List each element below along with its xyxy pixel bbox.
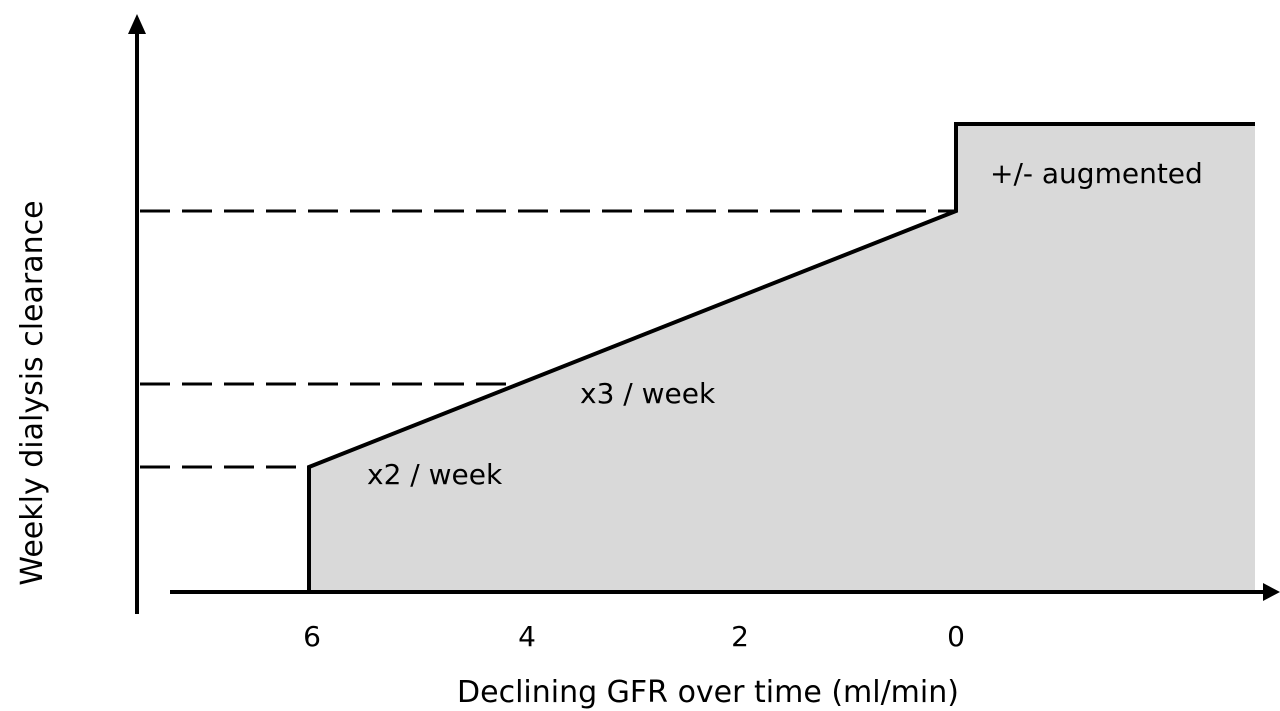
clearance-area: [309, 124, 1255, 590]
x-tick-label-2: 2: [731, 620, 749, 653]
x-tick-label-4: 4: [518, 620, 536, 653]
region-label-thrice-weekly: x3 / week: [580, 377, 716, 410]
region-label-twice-weekly: x2 / week: [367, 458, 503, 491]
x-axis-arrowhead: [1263, 583, 1280, 601]
x-tick-label-0: 0: [947, 620, 965, 653]
region-label-augmented: +/- augmented: [990, 157, 1203, 190]
y-axis-arrowhead: [128, 14, 146, 34]
y-axis-title: Weekly dialysis clearance: [15, 200, 50, 585]
x-tick-label-6: 6: [303, 620, 321, 653]
x-axis-title: Declining GFR over time (ml/min): [457, 675, 959, 710]
